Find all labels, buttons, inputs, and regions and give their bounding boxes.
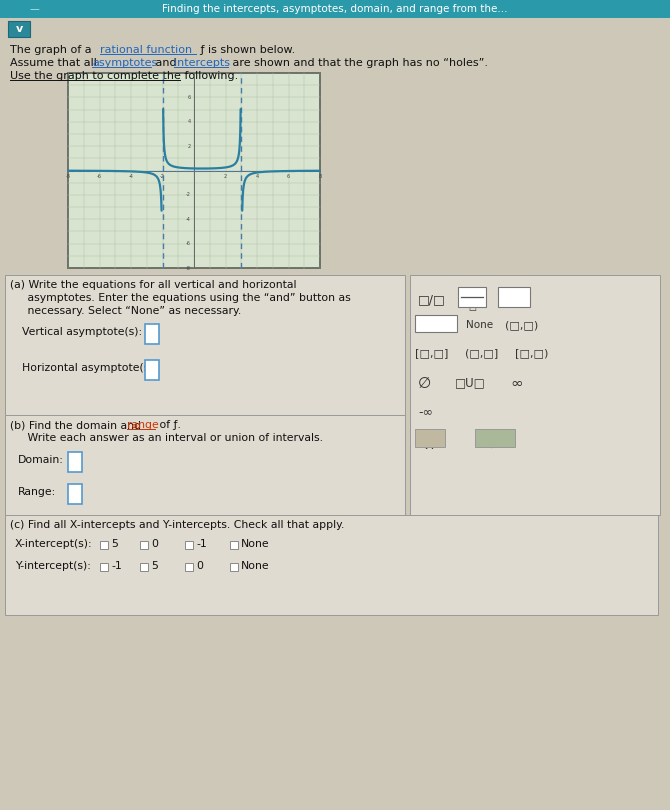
Text: 4: 4 [255, 174, 259, 180]
Text: Finding the intercepts, asymptotes, domain, and range from the...: Finding the intercepts, asymptotes, doma… [162, 4, 508, 14]
Text: -4: -4 [129, 174, 133, 180]
FancyBboxPatch shape [185, 541, 193, 549]
Text: of ƒ.: of ƒ. [156, 420, 181, 430]
Text: -1: -1 [196, 539, 207, 549]
FancyBboxPatch shape [68, 484, 82, 504]
Text: (□,□]: (□,□] [465, 348, 498, 358]
Text: 5: 5 [111, 539, 118, 549]
FancyBboxPatch shape [68, 452, 82, 472]
FancyBboxPatch shape [8, 21, 30, 37]
FancyBboxPatch shape [230, 563, 238, 571]
Text: Y-intercept(s):: Y-intercept(s): [15, 561, 91, 571]
FancyBboxPatch shape [145, 324, 159, 344]
Text: asymptotes. Enter the equations using the “and” button as: asymptotes. Enter the equations using th… [10, 293, 351, 303]
FancyBboxPatch shape [410, 275, 660, 515]
Text: □/□: □/□ [418, 293, 446, 306]
FancyBboxPatch shape [68, 73, 320, 268]
FancyBboxPatch shape [100, 541, 108, 549]
Text: -1: -1 [111, 561, 122, 571]
Text: -∞: -∞ [418, 405, 433, 418]
Text: -2: -2 [186, 193, 191, 198]
FancyBboxPatch shape [458, 287, 486, 307]
Text: Write each answer as an interval or union of intervals.: Write each answer as an interval or unio… [10, 433, 323, 443]
Text: X-intercept(s):: X-intercept(s): [15, 539, 92, 549]
Text: 5: 5 [151, 561, 158, 571]
Text: 0: 0 [196, 561, 203, 571]
Text: 6: 6 [188, 95, 191, 100]
FancyBboxPatch shape [415, 429, 445, 447]
Text: ▶: ▶ [490, 439, 499, 449]
Text: -6: -6 [186, 241, 191, 246]
Text: necessary. Select “None” as necessary.: necessary. Select “None” as necessary. [10, 306, 241, 316]
Text: Use the graph to complete the following.: Use the graph to complete the following. [10, 71, 239, 81]
Text: [□,□]: [□,□] [415, 348, 448, 358]
Text: Range:: Range: [18, 487, 56, 497]
Text: The graph of a: The graph of a [10, 45, 95, 55]
Text: 2: 2 [188, 143, 191, 148]
Text: and: and [152, 58, 180, 68]
Text: (a) Write the equations for all vertical and horizontal: (a) Write the equations for all vertical… [10, 280, 297, 290]
Text: (b) Find the domain and: (b) Find the domain and [10, 420, 145, 430]
FancyBboxPatch shape [185, 563, 193, 571]
FancyBboxPatch shape [100, 563, 108, 571]
FancyBboxPatch shape [230, 541, 238, 549]
Text: —: — [30, 4, 40, 14]
Text: v: v [15, 24, 23, 34]
Text: -4: -4 [186, 217, 191, 222]
Text: 8: 8 [318, 174, 322, 180]
FancyBboxPatch shape [5, 415, 405, 515]
FancyBboxPatch shape [475, 429, 515, 447]
Text: range: range [127, 420, 159, 430]
Text: Assume that all: Assume that all [10, 58, 100, 68]
Text: □U□: □U□ [455, 376, 486, 389]
FancyBboxPatch shape [145, 360, 159, 380]
Text: 6: 6 [287, 174, 290, 180]
Text: □and□: □and□ [419, 324, 453, 333]
Text: 0: 0 [151, 539, 158, 549]
Text: rational function: rational function [100, 45, 192, 55]
Text: (c) Find all X-intercepts and Y-intercepts. Check all that apply.: (c) Find all X-intercepts and Y-intercep… [10, 520, 344, 530]
Text: None: None [241, 561, 269, 571]
Text: -6: -6 [97, 174, 102, 180]
Text: Domain:: Domain: [18, 455, 64, 465]
FancyBboxPatch shape [415, 315, 457, 332]
FancyBboxPatch shape [5, 275, 405, 415]
Text: □: □ [468, 294, 476, 303]
Text: ∅: ∅ [418, 376, 431, 391]
Text: are shown and that the graph has no “holes”.: are shown and that the graph has no “hol… [229, 58, 488, 68]
Text: ∞: ∞ [510, 376, 523, 391]
FancyBboxPatch shape [498, 287, 530, 307]
FancyBboxPatch shape [0, 0, 670, 18]
Text: intercepts: intercepts [174, 58, 230, 68]
Text: 2: 2 [224, 174, 227, 180]
Text: -8: -8 [66, 174, 70, 180]
Text: None: None [241, 539, 269, 549]
FancyBboxPatch shape [140, 541, 148, 549]
Text: None: None [466, 320, 493, 330]
Text: [□,□): [□,□) [515, 348, 548, 358]
Text: □: □ [468, 303, 476, 312]
Text: -2: -2 [160, 174, 165, 180]
Text: Horizontal asymptote(s):: Horizontal asymptote(s): [22, 363, 157, 373]
Text: -8: -8 [186, 266, 191, 271]
FancyBboxPatch shape [5, 515, 658, 615]
Text: X: X [425, 439, 434, 452]
Text: □=□: □=□ [500, 297, 527, 307]
Text: (□,□): (□,□) [505, 320, 538, 330]
FancyBboxPatch shape [140, 563, 148, 571]
Text: Vertical asymptote(s):: Vertical asymptote(s): [22, 327, 142, 337]
Text: ƒ is shown below.: ƒ is shown below. [197, 45, 295, 55]
Text: asymptotes: asymptotes [92, 58, 157, 68]
Text: 4: 4 [188, 119, 191, 124]
